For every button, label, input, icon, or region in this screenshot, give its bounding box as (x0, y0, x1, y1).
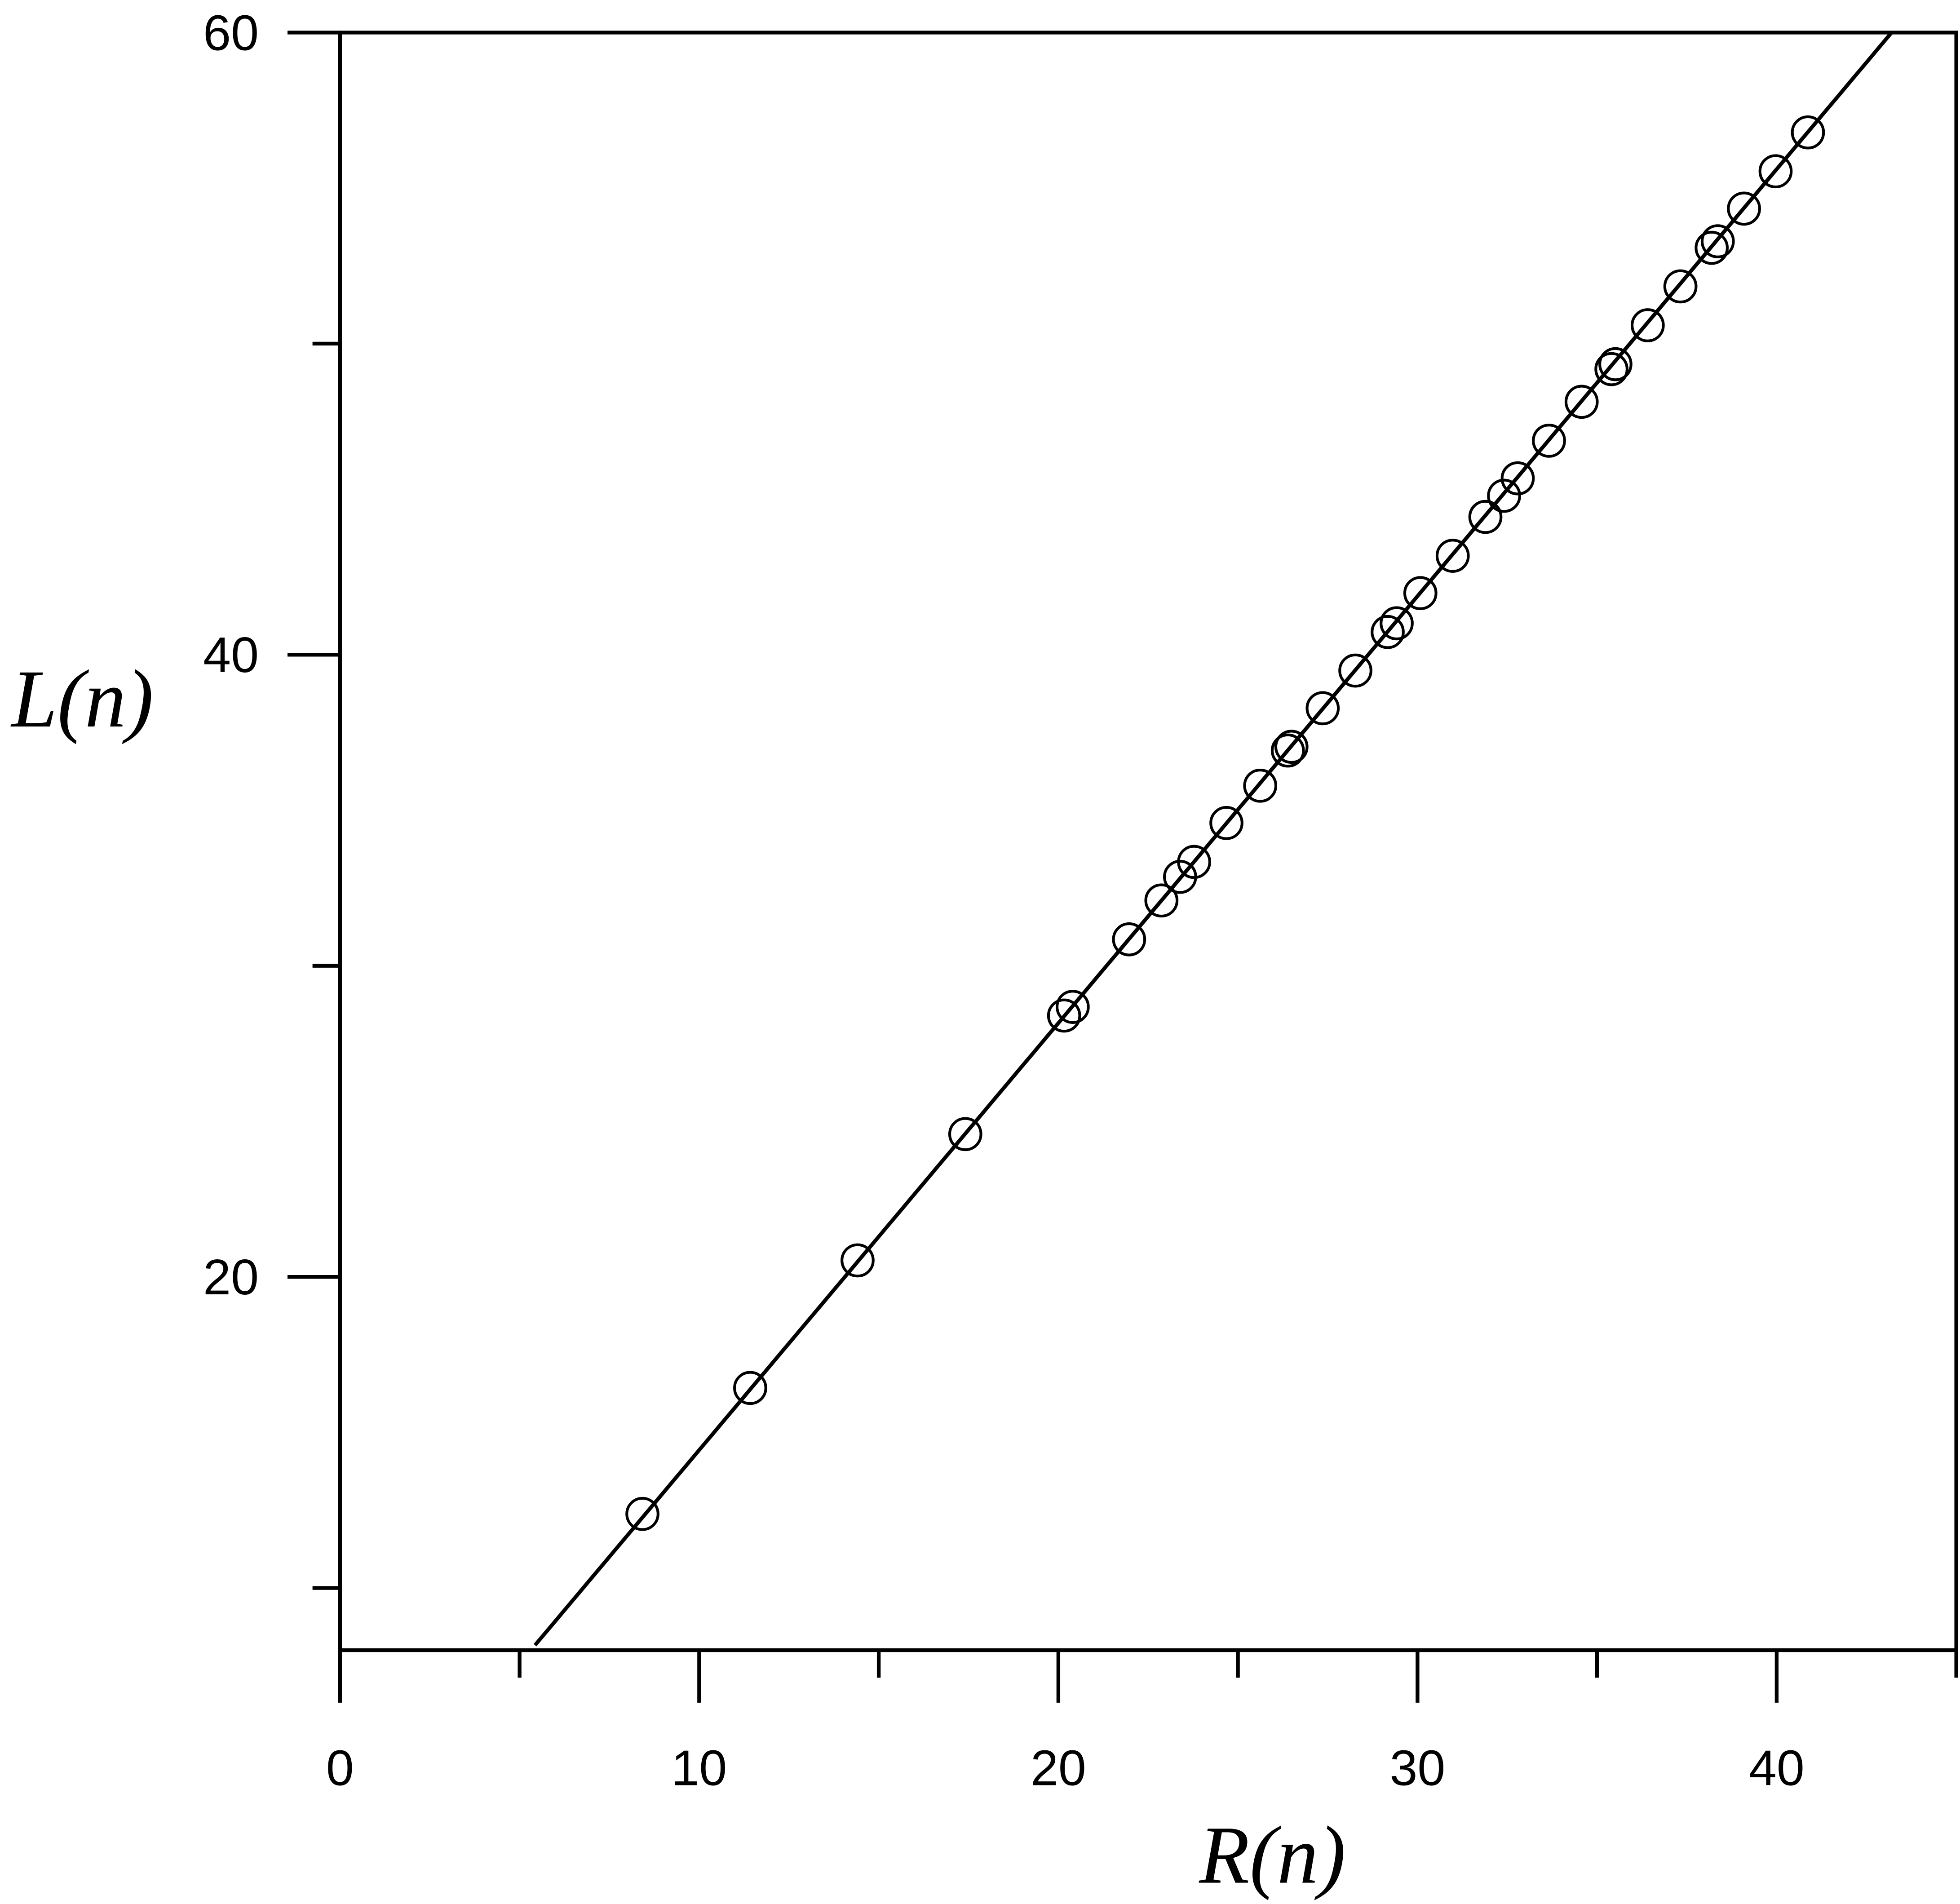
y-axis-title: L(n) (10, 653, 154, 744)
data-point (1564, 385, 1599, 419)
data-point (1177, 845, 1211, 879)
data-point (1209, 806, 1243, 840)
data-point (1663, 269, 1698, 304)
y-tick-label: 60 (203, 4, 259, 61)
data-point (1500, 461, 1535, 496)
data-point (1112, 922, 1146, 956)
x-tick-label: 0 (326, 1740, 354, 1796)
data-point (1435, 539, 1470, 573)
fit-line (533, 31, 1893, 1647)
data-point (1598, 347, 1633, 381)
data-point (1371, 615, 1405, 649)
y-tick-label: 20 (203, 1249, 259, 1305)
x-tick-label: 20 (1031, 1740, 1086, 1796)
data-point (1243, 768, 1278, 803)
data-point (625, 1497, 659, 1531)
data-point (1305, 691, 1340, 726)
data-point (1274, 730, 1309, 764)
data-point (948, 1117, 982, 1151)
data-point (1056, 990, 1090, 1024)
data-point (1338, 653, 1372, 688)
y-tick-label: 40 (203, 627, 259, 683)
x-tick-label: 30 (1389, 1740, 1445, 1796)
data-point (1594, 352, 1628, 386)
plot-frame (338, 31, 1958, 1652)
data-point (1403, 576, 1438, 611)
data-point (1700, 224, 1735, 258)
x-tick-label: 10 (671, 1740, 727, 1796)
data-point (1532, 424, 1566, 458)
x-axis-title: R(n) (1199, 1809, 1345, 1901)
data-point (1468, 500, 1503, 534)
x-tick-label: 40 (1749, 1740, 1805, 1796)
data-point (1695, 230, 1729, 265)
data-point (841, 1243, 875, 1278)
data-point (1270, 733, 1305, 768)
data-point (1380, 606, 1414, 641)
data-point (1631, 308, 1665, 342)
data-point (733, 1371, 767, 1405)
data-point (1047, 998, 1081, 1033)
data-point (1758, 154, 1793, 189)
data-point (1144, 883, 1179, 918)
data-point (1727, 191, 1761, 226)
data-point (1487, 478, 1521, 513)
data-point (1791, 115, 1825, 150)
